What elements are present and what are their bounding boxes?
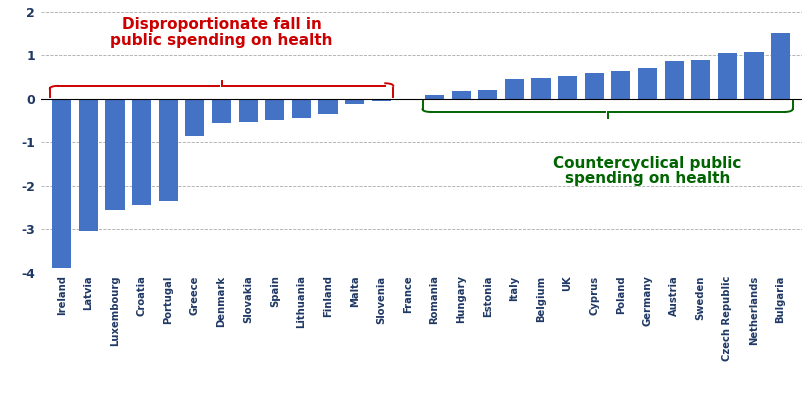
Bar bbox=[771, 33, 791, 99]
Bar bbox=[52, 99, 71, 268]
Bar bbox=[664, 61, 684, 99]
Text: spending on health: spending on health bbox=[565, 171, 730, 186]
Bar bbox=[185, 99, 204, 136]
Bar bbox=[105, 99, 125, 210]
Bar bbox=[292, 99, 311, 118]
Text: public spending on health: public spending on health bbox=[110, 33, 333, 48]
Bar bbox=[212, 99, 231, 123]
Bar bbox=[638, 68, 657, 99]
Bar bbox=[478, 90, 497, 99]
Text: Disproportionate fall in: Disproportionate fall in bbox=[122, 17, 322, 32]
Bar bbox=[265, 99, 284, 120]
Bar bbox=[239, 99, 258, 122]
Bar bbox=[318, 99, 338, 114]
Bar bbox=[451, 91, 471, 99]
Text: Countercyclical public: Countercyclical public bbox=[553, 156, 742, 171]
Bar bbox=[79, 99, 98, 231]
Bar bbox=[425, 95, 444, 99]
Bar bbox=[132, 99, 151, 205]
Bar bbox=[585, 73, 603, 99]
Bar bbox=[345, 99, 364, 104]
Bar bbox=[612, 71, 630, 99]
Bar bbox=[558, 76, 578, 99]
Bar bbox=[531, 78, 551, 99]
Bar bbox=[718, 53, 737, 99]
Bar bbox=[505, 79, 524, 99]
Bar bbox=[691, 60, 710, 99]
Bar bbox=[744, 52, 764, 99]
Bar bbox=[372, 99, 391, 101]
Bar bbox=[159, 99, 178, 201]
